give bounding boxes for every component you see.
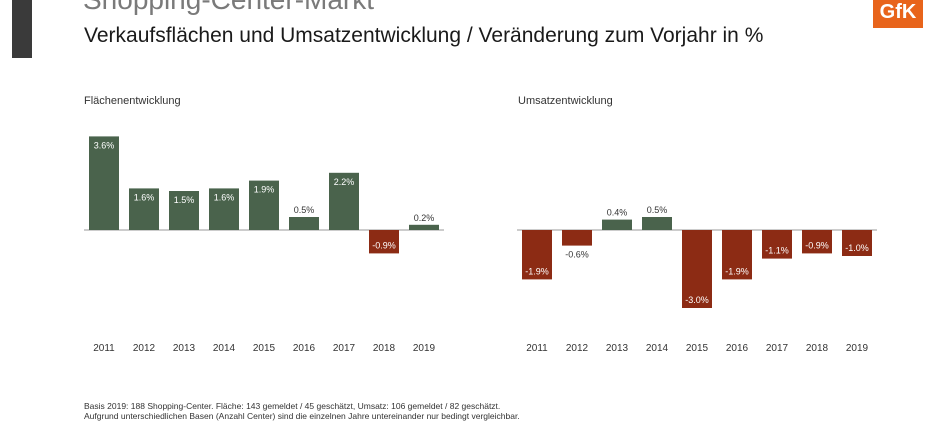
data-label-umsatz-2012: -0.6% — [565, 250, 589, 260]
tick-label-umsatz-2019: 2019 — [846, 343, 869, 354]
data-label-flaechen-2013: 1.5% — [174, 195, 195, 205]
tick-label-umsatz-2012: 2012 — [566, 343, 589, 354]
data-label-flaechen-2011: 3.6% — [94, 140, 115, 150]
data-label-flaechen-2014: 1.6% — [214, 192, 235, 202]
tick-label-umsatz-2016: 2016 — [726, 343, 749, 354]
footnote-disclaimer: Aufgrund unterschiedlichen Basen (Anzahl… — [84, 411, 520, 421]
bar-umsatz-2019 — [842, 230, 872, 256]
tick-label-umsatz-2017: 2017 — [766, 343, 789, 354]
gfk-logo: GfK — [873, 0, 923, 28]
bar-flaechen-2019 — [409, 224, 439, 230]
page-top-title: Shopping-Center-Markt — [83, 0, 374, 16]
tick-label-umsatz-2015: 2015 — [686, 343, 709, 354]
tick-label-umsatz-2014: 2014 — [646, 343, 669, 354]
bar-umsatz-2017 — [762, 230, 792, 259]
data-label-umsatz-2014: 0.5% — [647, 205, 668, 215]
bar-flaechen-2013 — [169, 191, 199, 230]
tick-label-flaechen-2016: 2016 — [293, 343, 316, 354]
tick-label-umsatz-2018: 2018 — [806, 343, 829, 354]
footnote-basis: Basis 2019: 188 Shopping-Center. Fläche:… — [84, 401, 501, 411]
bar-flaechen-2011 — [89, 136, 119, 230]
bar-umsatz-2013 — [602, 219, 632, 230]
data-label-flaechen-2016: 0.5% — [294, 205, 315, 215]
data-label-umsatz-2019: -1.0% — [845, 243, 869, 253]
data-label-umsatz-2013: 0.4% — [607, 208, 628, 218]
data-label-umsatz-2011: -1.9% — [525, 266, 549, 276]
data-label-umsatz-2016: -1.9% — [725, 266, 749, 276]
tick-label-flaechen-2013: 2013 — [173, 343, 196, 354]
tick-label-flaechen-2017: 2017 — [333, 343, 356, 354]
chart-title-umsatz: Umsatzentwicklung — [518, 95, 613, 107]
bar-umsatz-2015 — [682, 230, 712, 308]
bar-flaechen-2014 — [209, 188, 239, 230]
bar-flaechen-2016 — [289, 217, 319, 230]
bar-flaechen-2018 — [369, 230, 399, 254]
bar-umsatz-2016 — [722, 230, 752, 280]
tick-label-flaechen-2011: 2011 — [93, 343, 115, 354]
bar-flaechen-2017 — [329, 172, 359, 230]
accent-bar — [12, 0, 32, 58]
data-label-umsatz-2015: -3.0% — [685, 295, 709, 305]
bar-umsatz-2014 — [642, 217, 672, 230]
data-label-flaechen-2017: 2.2% — [334, 177, 355, 187]
tick-label-umsatz-2013: 2013 — [606, 343, 629, 354]
tick-label-flaechen-2018: 2018 — [373, 343, 396, 354]
tick-label-flaechen-2012: 2012 — [133, 343, 156, 354]
tick-label-flaechen-2019: 2019 — [413, 343, 436, 354]
tick-label-flaechen-2015: 2015 — [253, 343, 276, 354]
tick-label-flaechen-2014: 2014 — [213, 343, 236, 354]
chart-title-flaechen: Flächenentwicklung — [84, 95, 181, 107]
tick-label-umsatz-2011: 2011 — [526, 343, 548, 354]
data-label-flaechen-2018: -0.9% — [372, 240, 396, 250]
page-subtitle: Verkaufsflächen und Umsatzentwicklung / … — [84, 24, 764, 47]
data-label-flaechen-2019: 0.2% — [414, 213, 435, 223]
bar-umsatz-2011 — [522, 230, 552, 280]
data-label-flaechen-2012: 1.6% — [134, 192, 155, 202]
bar-flaechen-2015 — [249, 180, 279, 230]
data-label-flaechen-2015: 1.9% — [254, 185, 275, 195]
bar-umsatz-2012 — [562, 230, 592, 246]
bar-umsatz-2018 — [802, 230, 832, 254]
data-label-umsatz-2018: -0.9% — [805, 240, 829, 250]
bar-flaechen-2012 — [129, 188, 159, 230]
data-label-umsatz-2017: -1.1% — [765, 246, 789, 256]
